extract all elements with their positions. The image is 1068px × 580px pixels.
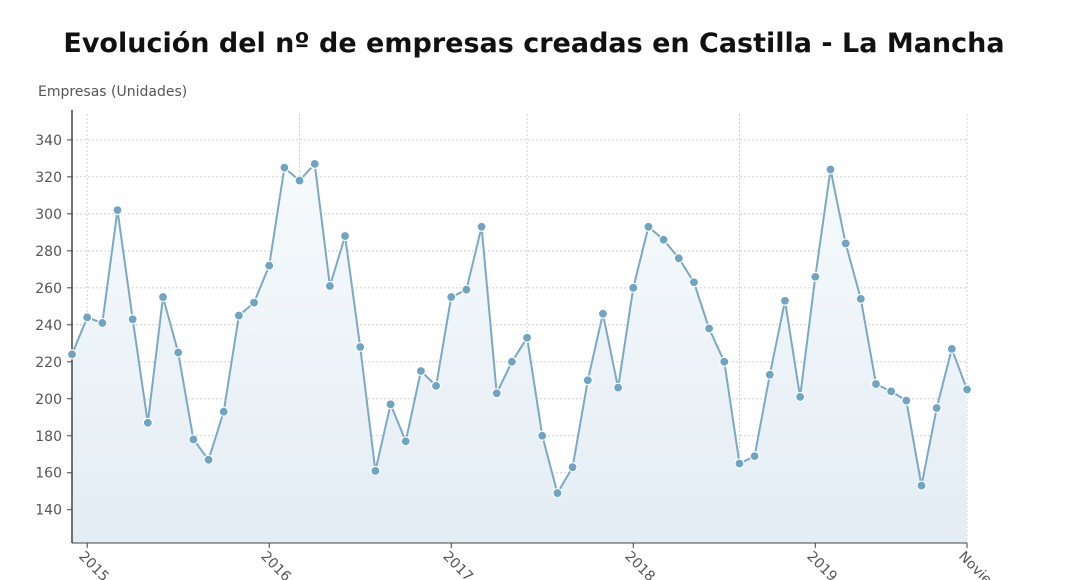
data-point: [82, 312, 93, 323]
data-point: [704, 323, 715, 334]
y-tick-label: 200: [35, 392, 62, 408]
data-point: [506, 356, 518, 367]
x-tick-label: 2016: [257, 549, 294, 580]
data-point: [946, 343, 957, 354]
data-point: [294, 175, 305, 186]
data-point: [810, 271, 821, 282]
data-point: [339, 230, 351, 242]
data-point: [385, 399, 396, 410]
data-point: [764, 369, 775, 380]
y-tick-labels: 140 160 180 200 220 240 260 280 300 320 340: [35, 133, 62, 519]
y-tick-label: 320: [35, 170, 62, 186]
data-point: [749, 450, 760, 462]
series-line: [71, 162, 968, 495]
y-tick-label: 140: [35, 503, 62, 519]
data-point: [825, 164, 836, 175]
x-tick-label: 2018: [621, 549, 658, 580]
data-point: [521, 332, 533, 343]
area-fill: [72, 163, 967, 543]
data-point: [248, 297, 260, 308]
data-point: [795, 391, 806, 403]
data-point: [886, 386, 897, 397]
data-point: [400, 436, 411, 447]
data-point: [597, 308, 609, 319]
data-point: [870, 378, 882, 390]
data-point: [203, 454, 214, 465]
data-point: [127, 314, 138, 325]
x-tick-label: 2017: [439, 549, 476, 580]
y-axis-label: Empresas (Unidades): [38, 84, 188, 100]
data-point: [613, 382, 624, 393]
data-point: [112, 205, 123, 216]
x-tick-labels: 2015 2016 2017 2018 2019 Novie: [75, 543, 995, 580]
area-fill-path: [72, 163, 967, 543]
data-point: [142, 417, 153, 428]
data-point: [370, 465, 381, 476]
y-tick-label: 300: [35, 207, 62, 223]
data-point: [97, 317, 108, 329]
y-tick-label: 280: [35, 244, 62, 260]
data-point: [355, 341, 366, 353]
data-point: [901, 395, 912, 406]
data-point: [719, 356, 730, 367]
data-point: [734, 458, 745, 469]
data-points: [66, 158, 973, 499]
data-point: [309, 158, 320, 170]
data-point: [66, 349, 78, 360]
data-point: [855, 293, 866, 305]
data-point: [961, 384, 973, 395]
data-point: [567, 462, 578, 473]
axes: [67, 110, 967, 544]
data-point: [537, 430, 548, 441]
x-tick-label: 2015: [75, 549, 112, 580]
data-point: [673, 253, 684, 264]
data-point: [688, 277, 700, 288]
data-point: [188, 434, 199, 445]
data-point: [324, 280, 335, 292]
y-tick-label: 340: [35, 133, 62, 149]
data-point: [916, 480, 927, 491]
data-point: [233, 310, 244, 321]
data-point: [840, 238, 851, 249]
y-tick-label: 160: [35, 466, 62, 482]
data-point: [173, 347, 184, 358]
data-point: [582, 375, 593, 386]
data-point: [552, 487, 563, 499]
data-point: [476, 221, 487, 232]
y-tick-label: 260: [35, 281, 62, 297]
data-point: [157, 291, 169, 303]
data-point: [628, 282, 639, 293]
data-point: [643, 221, 654, 232]
data-point: [461, 284, 472, 295]
y-tick-label: 180: [35, 429, 62, 445]
data-point: [415, 365, 426, 377]
data-point: [218, 406, 229, 417]
y-tick-label: 220: [35, 355, 62, 371]
data-point: [931, 402, 942, 414]
data-point: [658, 234, 669, 245]
data-point: [779, 295, 791, 306]
x-tick-label: 2019: [803, 549, 840, 580]
data-point: [446, 291, 457, 303]
series-line-layer: [71, 162, 968, 495]
data-point: [491, 388, 502, 399]
data-point: [430, 380, 442, 391]
y-tick-label: 240: [35, 318, 62, 334]
chart-title: Evolución del nº de empresas creadas en …: [63, 28, 1005, 59]
data-point: [264, 260, 275, 271]
data-point: [279, 162, 290, 173]
x-tick-label: Novie: [955, 549, 994, 580]
